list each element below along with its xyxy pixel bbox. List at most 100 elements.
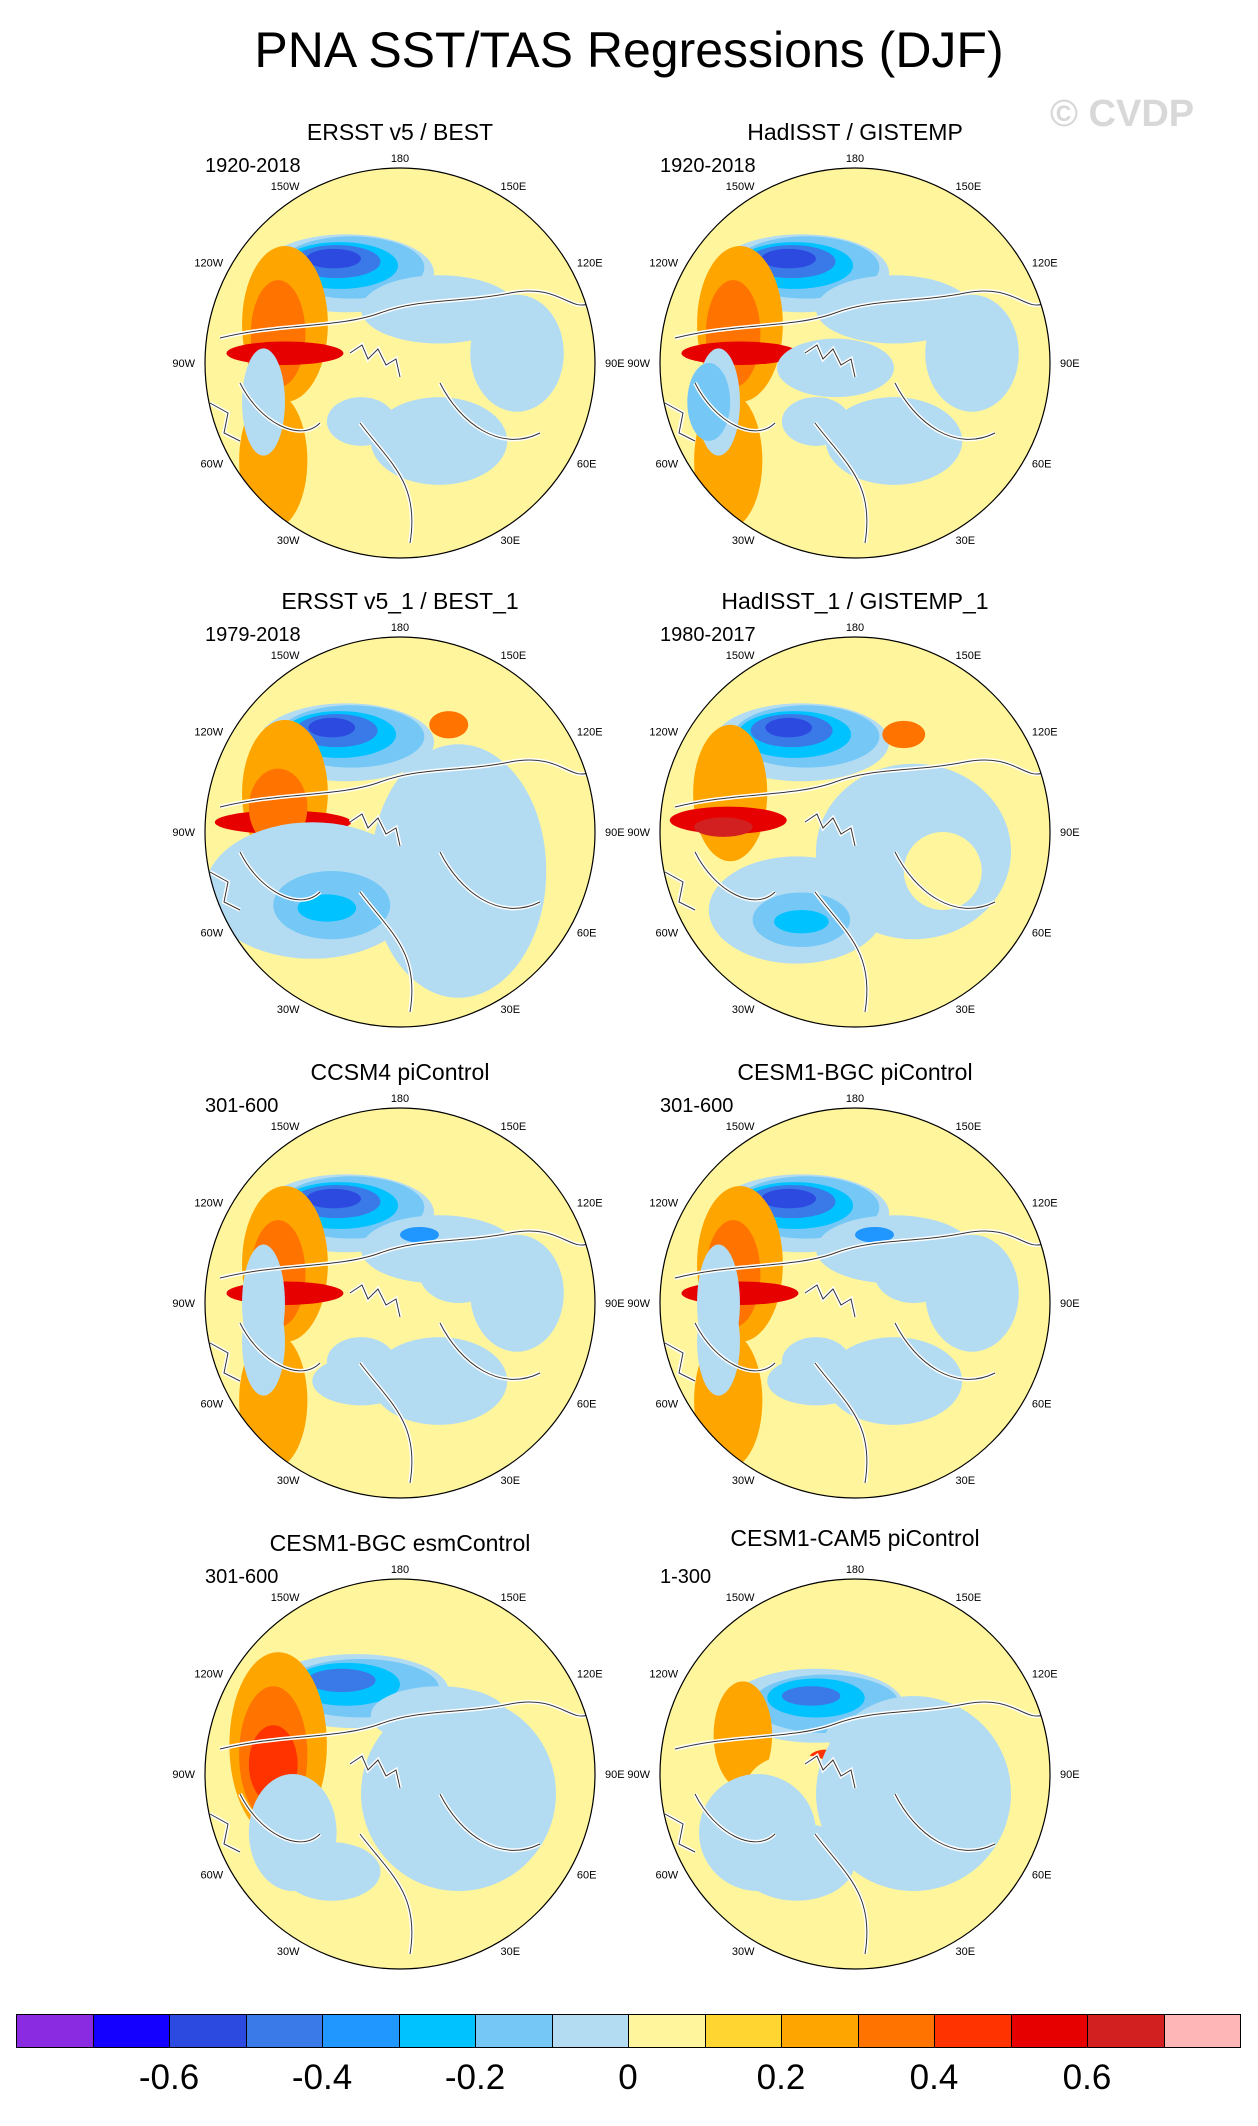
colorbar-tick-label: -0.6: [138, 2058, 200, 2097]
anomaly-region: [777, 338, 894, 398]
longitude-label: 60W: [655, 459, 678, 471]
longitude-label: 60W: [655, 1870, 678, 1882]
longitude-label: 150E: [956, 181, 982, 193]
longitude-label: 90E: [605, 827, 625, 839]
colorbar-tick-label: 0.6: [1062, 2058, 1112, 2097]
longitude-label: 30W: [277, 1946, 300, 1958]
polar-map: 180 150E 120E 90E 60E 30E 0 30W 60W 90W 120W 150W: [627, 622, 1079, 1037]
anomaly-region: [781, 1686, 841, 1706]
anomaly-region: [781, 397, 851, 446]
longitude-label: 0: [852, 1978, 858, 1979]
coastline: [804, 1755, 856, 1789]
longitude-label: 150W: [271, 650, 300, 662]
anomaly-region: [903, 832, 982, 910]
map-boundary: [659, 636, 1051, 1028]
longitude-label: 150W: [726, 1121, 755, 1133]
longitude-label: 150E: [501, 1592, 527, 1604]
anomaly-region: [242, 1244, 285, 1362]
anomaly-region: [226, 341, 344, 365]
polar-map: 180 150E 120E 90E 60E 30E 0 30W 60W 90W 120W 150W: [627, 1093, 1080, 1508]
longitude-label: 90W: [627, 358, 650, 370]
anomaly-region: [470, 294, 564, 412]
longitude-label: 150W: [726, 181, 755, 193]
anomaly-region: [308, 717, 356, 738]
longitude-label: 30W: [732, 1004, 755, 1016]
longitude-label: 120W: [649, 258, 678, 270]
longitude-label: 150W: [271, 1121, 300, 1133]
coastline: [814, 1362, 868, 1484]
coastline: [209, 1813, 241, 1853]
longitude-label: 30W: [732, 1946, 755, 1958]
coastline: [674, 1230, 1046, 1279]
longitude-label: 180: [846, 1564, 864, 1576]
anomaly-region: [370, 1686, 508, 1745]
longitude-label: 120W: [194, 1669, 223, 1681]
coastline: [694, 1322, 776, 1372]
anomaly-region: [242, 348, 285, 456]
colorbar-swatch: [169, 2014, 247, 2048]
longitude-label: 180: [391, 1093, 409, 1105]
longitude-label: 90E: [1060, 1298, 1080, 1310]
panel-title: CESM1-BGC esmControl: [269, 1530, 531, 1556]
anomaly-region: [326, 397, 396, 446]
anomaly-region: [400, 1226, 439, 1243]
longitude-label: 120E: [1032, 258, 1058, 270]
longitude-label: 90E: [1060, 358, 1080, 370]
longitude-label: 60W: [200, 459, 223, 471]
longitude-label: 90E: [1060, 1769, 1080, 1781]
coastline: [664, 871, 696, 911]
coastline: [219, 759, 591, 808]
colorbar-swatch: [1163, 2014, 1241, 2048]
coastline: [219, 1701, 591, 1750]
coastline: [349, 1284, 401, 1318]
longitude-label: 60E: [1032, 1870, 1052, 1882]
coastline: [674, 1701, 1046, 1750]
coastline: [239, 851, 321, 901]
coastline: [694, 851, 776, 901]
longitude-label: 90W: [627, 827, 650, 839]
coastline: [239, 1793, 321, 1843]
anomaly-region: [307, 1668, 376, 1693]
longitude-label: 150E: [501, 650, 527, 662]
longitude-label: 30W: [277, 1475, 300, 1487]
longitude-label: 60W: [200, 1870, 223, 1882]
panel-title: ERSST v5 / BEST: [306, 119, 494, 145]
coastline: [239, 382, 321, 432]
longitude-label: 120W: [649, 1669, 678, 1681]
coastline: [694, 1793, 776, 1843]
colorbar-tick-label: -0.2: [444, 2058, 506, 2097]
coastline: [664, 402, 696, 442]
anomaly-region: [297, 894, 357, 922]
anomaly-region: [697, 1244, 740, 1362]
colorbar-swatch: [704, 2014, 782, 2048]
coastline: [664, 1813, 696, 1853]
panel-title: CESM1-CAM5 piControl: [730, 1525, 980, 1551]
coastline: [674, 290, 1046, 339]
longitude-label: 30E: [956, 1946, 976, 1958]
longitude-label: 0: [852, 567, 858, 568]
panel-title: HadISST / GISTEMP: [747, 119, 963, 145]
anomaly-region: [429, 711, 469, 739]
polar-map: 180 150E 120E 90E 60E 30E 0 30W 60W 90W 120W 150W: [172, 153, 625, 568]
longitude-label: 60E: [1032, 459, 1052, 471]
longitude-label: 60E: [577, 1399, 597, 1411]
map-panel-ersst-best: 180 150E 120E 90E 60E 30E 0 30W 60W 90W 120W 150W E…: [170, 118, 630, 568]
coastline: [439, 382, 541, 440]
map-boundary: [659, 1578, 1051, 1970]
colorbar-swatch: [398, 2014, 476, 2048]
map-panel-cesm1-bgc-esmcontrol: 180 150E 120E 90E 60E 30E 0 30W 60W 90W 120W 150W C…: [170, 1529, 630, 1979]
longitude-label: 90W: [627, 1769, 650, 1781]
anomaly-region: [761, 248, 816, 269]
map-panel-hadisst-gistemp: 180 150E 120E 90E 60E 30E 0 30W 60W 90W 120W 150W H…: [625, 118, 1085, 568]
coastline: [209, 402, 241, 442]
anomaly-region: [361, 1696, 556, 1891]
panel-period: 301-600: [660, 1095, 734, 1117]
coastline: [219, 1230, 591, 1279]
longitude-label: 0: [397, 567, 403, 568]
longitude-label: 120E: [577, 258, 603, 270]
coastline: [359, 1833, 413, 1955]
map-boundary: [204, 1107, 596, 1499]
colorbar-tick-label: 0.2: [756, 2058, 806, 2097]
anomaly-region: [925, 294, 1019, 412]
longitude-label: 90E: [605, 358, 625, 370]
